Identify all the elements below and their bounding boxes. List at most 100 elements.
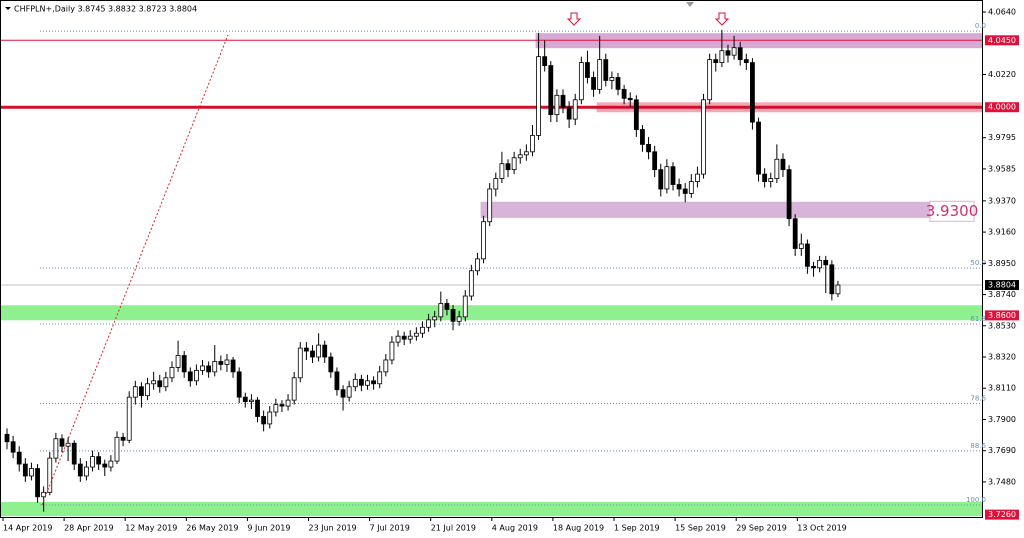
candle-body (194, 369, 199, 382)
candle-body (829, 264, 835, 295)
candle-body (438, 303, 444, 318)
candle-body (762, 173, 768, 182)
candle-body (273, 404, 279, 413)
y-tick-label: 3.8950 (988, 259, 1016, 268)
candle-body (750, 62, 755, 123)
candle-body (230, 359, 236, 373)
candle-body (401, 335, 407, 340)
x-tick-label: 1 Sep 2019 (614, 524, 660, 533)
candle-body (444, 303, 450, 310)
candle-body (248, 399, 254, 403)
candle-body (676, 184, 682, 190)
arrow-marker (566, 12, 582, 26)
candle-body (310, 350, 315, 358)
candle-body (65, 442, 71, 447)
arrow-marker (714, 12, 730, 26)
candle-body (823, 259, 829, 266)
candle-body (267, 411, 273, 425)
candle-body (340, 389, 346, 398)
y-tick-label: 3.7480 (988, 477, 1016, 486)
candle-body (792, 218, 798, 249)
candle-body (200, 365, 205, 371)
price-label-box (985, 310, 1019, 321)
annotation-label: 3.9300 (926, 202, 979, 220)
y-tick-label: 3.8110 (988, 384, 1016, 393)
candle-body (640, 129, 645, 145)
fibo-label: 61.8 (970, 315, 986, 323)
chart-title: CHFPLN+,Daily 3.8745 3.8832 3.8723 3.880… (14, 5, 197, 14)
candle-body (572, 99, 578, 120)
candle-body (395, 335, 401, 343)
candle-body (725, 50, 731, 56)
candle-body (536, 56, 541, 136)
candle-body (96, 456, 102, 465)
candle-body (261, 416, 267, 425)
candle-body (120, 436, 126, 441)
candle-body (633, 99, 639, 130)
candle-body (774, 158, 780, 179)
candle-body (426, 319, 431, 328)
candle-body (701, 99, 706, 175)
candle-body (151, 380, 157, 385)
candle-body (432, 316, 438, 321)
y-tick-label: 3.8320 (988, 353, 1016, 362)
candle-body (768, 178, 774, 182)
candle-body (389, 341, 395, 361)
candle-body (35, 468, 40, 498)
x-tick-label: 4 Aug 2019 (492, 524, 538, 533)
candle-body (548, 65, 554, 116)
candle-body (77, 463, 83, 477)
scroll-marker (686, 2, 694, 7)
candle-body (475, 258, 480, 272)
fibo-label: 50.0 (970, 259, 986, 267)
candle-body (90, 456, 95, 468)
candle-body (658, 169, 664, 190)
candle-body (328, 356, 334, 373)
candle-body (597, 59, 603, 90)
candle-body (175, 355, 181, 368)
candle-body (664, 166, 670, 190)
candle-body (688, 181, 694, 194)
candle-body (29, 468, 34, 477)
candle-body (450, 309, 456, 322)
candle-body (59, 438, 65, 447)
candle-body (407, 335, 413, 340)
price-label: 3.8600 (988, 311, 1016, 320)
candle-body (707, 59, 713, 101)
candle-body (731, 47, 737, 56)
candle-body (255, 399, 260, 417)
candle-body (236, 371, 242, 398)
candle-body (371, 380, 377, 385)
zone (0, 305, 982, 321)
candle-body (41, 491, 47, 498)
price-label: 3.7260 (988, 510, 1016, 519)
y-tick-label: 3.9585 (988, 164, 1016, 173)
candle-body (139, 386, 144, 397)
candle-body (114, 436, 120, 462)
candle-body (835, 284, 841, 295)
candle-body (468, 270, 474, 297)
candle-body (291, 377, 297, 401)
candle-body (817, 259, 823, 269)
y-tick-label: 3.8740 (988, 290, 1016, 299)
y-tick-label: 4.0220 (988, 70, 1016, 79)
candle-body (462, 295, 468, 318)
candle-body (145, 383, 150, 397)
candle-body (218, 361, 224, 365)
candle-body (16, 451, 22, 465)
candle-body (609, 77, 615, 81)
annotation-box (929, 200, 975, 222)
candle-body (646, 143, 651, 153)
candle-body (206, 365, 212, 373)
candle-body (798, 243, 804, 249)
candle-body (487, 188, 493, 223)
candle-body (566, 106, 572, 120)
candle-body (493, 178, 499, 190)
candle-body (187, 371, 193, 382)
candle-body (377, 371, 383, 385)
candle-body (84, 466, 89, 477)
candle-body (523, 151, 529, 156)
menu-marker (5, 7, 11, 10)
candle-body (181, 355, 187, 373)
y-tick-label: 3.9370 (988, 196, 1016, 205)
